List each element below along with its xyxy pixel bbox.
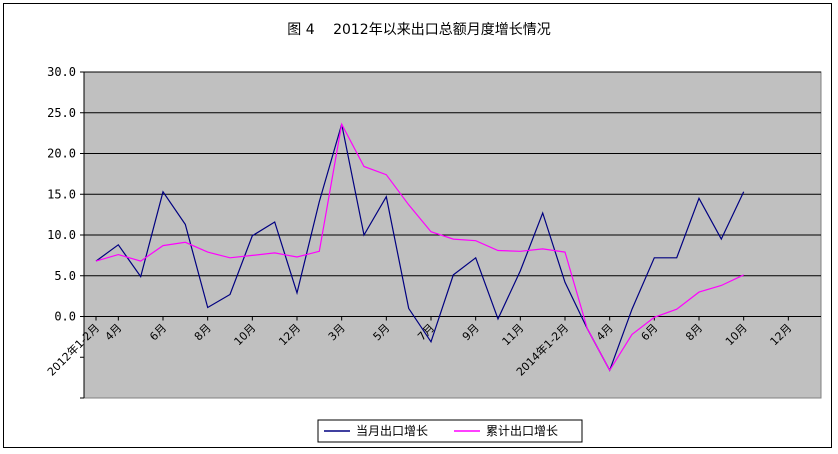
legend: 当月出口增长 累计出口增长: [317, 419, 583, 443]
y-tick-label: 30.0: [47, 65, 76, 79]
chart-title: 图 4 2012年以来出口总额月度增长情况: [287, 22, 550, 38]
y-tick-label: 0.0: [54, 310, 76, 324]
y-tick-label: 25.0: [47, 106, 76, 120]
series-line-1: [95, 122, 744, 372]
y-tick-label: 10.0: [47, 228, 76, 242]
legend-box: [317, 419, 583, 443]
legend-label-1: 累计出口增长: [486, 424, 558, 438]
y-tick-label: 20.0: [47, 147, 76, 161]
y-tick-label: 15.0: [47, 187, 76, 201]
series-line-0: [95, 124, 745, 372]
legend-label-0: 当月出口增长: [356, 424, 428, 438]
y-tick-label: 5.0: [54, 269, 76, 283]
